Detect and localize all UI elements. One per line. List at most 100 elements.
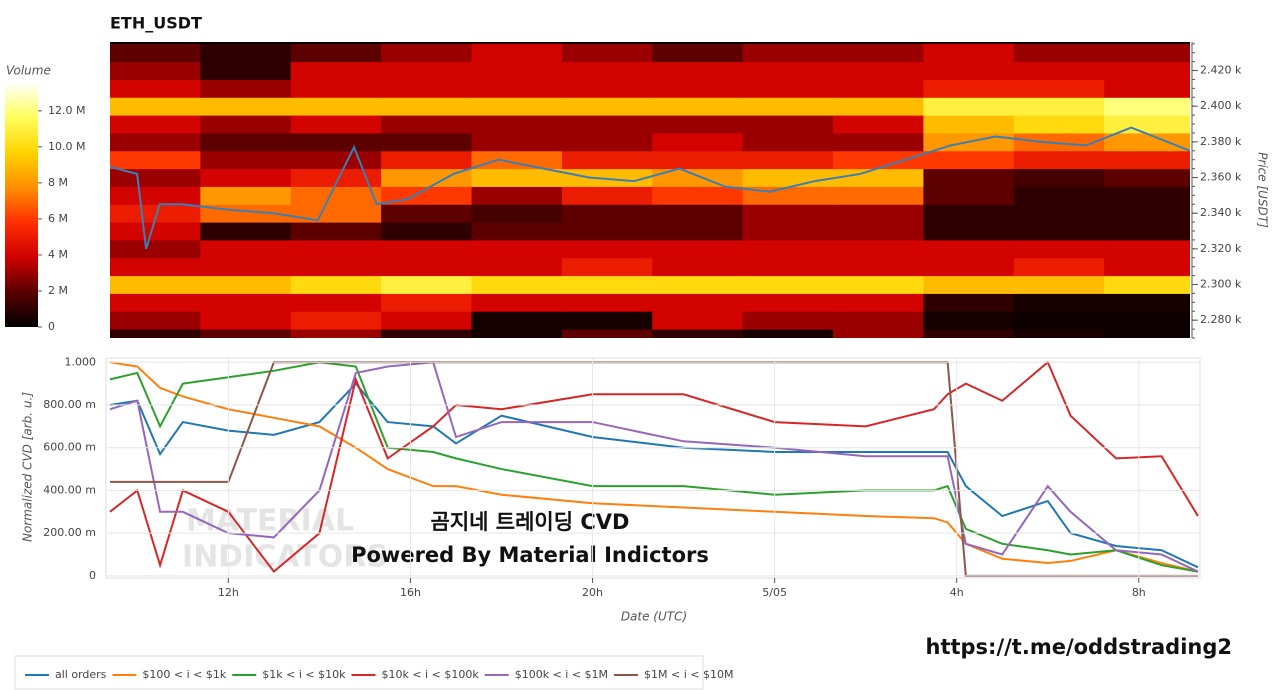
y-tick-label: 2.420 k: [1200, 64, 1242, 77]
y-tick-label: 1.000: [65, 355, 97, 368]
heat-cell: [200, 222, 292, 241]
heat-cell: [110, 150, 201, 170]
heat-cell: [471, 275, 563, 294]
heat-cell: [200, 43, 292, 63]
link-text[interactable]: https://t.me/oddstrading2: [926, 635, 1233, 659]
y-tick-label: 200.00 m: [43, 526, 96, 539]
heat-cell: [742, 115, 834, 134]
heat-cell: [290, 222, 382, 241]
heat-cell: [561, 186, 653, 205]
heat-cell: [742, 43, 834, 63]
colorbar-tick-label: 12.0 M: [48, 104, 85, 117]
heat-cell: [923, 257, 1015, 277]
heat-cell: [381, 204, 473, 223]
heat-cell: [290, 186, 382, 205]
heat-cell: [1013, 115, 1105, 134]
heat-cell: [1104, 79, 1190, 98]
heat-cell: [742, 97, 834, 116]
heat-cell: [742, 329, 834, 338]
heat-cell: [381, 222, 473, 241]
heat-cell: [110, 329, 201, 338]
legend-label: $10k < i < $100k: [381, 668, 479, 681]
heat-cell: [200, 61, 292, 80]
heat-cell: [200, 257, 292, 277]
heat-cell: [923, 204, 1015, 223]
heat-cell: [833, 204, 924, 223]
heat-cell: [561, 293, 653, 312]
heat-cell: [833, 43, 924, 63]
heat-cell: [200, 168, 292, 187]
heat-cell: [833, 257, 924, 277]
y-tick-label: 400.00 m: [43, 483, 96, 496]
heat-cell: [923, 150, 1015, 170]
heat-cell: [561, 61, 653, 80]
heat-cell: [561, 222, 653, 241]
heat-cell: [290, 311, 382, 330]
heat-cell: [652, 61, 744, 80]
heat-cell: [290, 257, 382, 277]
heat-cell: [561, 275, 653, 294]
heat-cell: [561, 168, 653, 187]
heat-cell: [742, 275, 834, 294]
heat-cell: [110, 222, 201, 241]
heat-cell: [471, 311, 563, 330]
heat-cell: [561, 329, 653, 338]
heat-cell: [742, 204, 834, 223]
heat-cell: [110, 275, 201, 294]
y-tick-label: 2.360 k: [1200, 171, 1242, 184]
heat-cell: [561, 79, 653, 98]
heat-cell: [110, 79, 201, 98]
y-axis-label: Price [USDT]: [1256, 152, 1270, 228]
x-tick-label: 8h: [1132, 586, 1146, 599]
heat-cell: [833, 239, 924, 259]
legend-label: $100 < i < $1k: [142, 668, 226, 681]
heat-cell: [1013, 43, 1105, 63]
heat-cell: [833, 293, 924, 312]
colorbar: [5, 82, 38, 327]
heat-cell: [290, 293, 382, 312]
heat-cell: [1013, 239, 1105, 259]
heat-cell: [1104, 204, 1190, 223]
heat-cell: [923, 61, 1015, 80]
heat-cell: [652, 79, 744, 98]
heat-cell: [381, 43, 473, 63]
heat-cell: [471, 150, 563, 170]
heat-cell: [1013, 97, 1105, 116]
heat-cell: [1104, 61, 1190, 80]
heat-cell: [200, 239, 292, 259]
heat-cell: [1013, 186, 1105, 205]
heat-cell: [923, 43, 1015, 63]
heat-cell: [1013, 222, 1105, 241]
heat-cell: [1104, 239, 1190, 259]
heat-cell: [652, 311, 744, 330]
heat-cell: [561, 132, 653, 152]
y-tick-label: 2.280 k: [1200, 313, 1242, 326]
heat-cell: [652, 150, 744, 170]
heat-cell: [742, 222, 834, 241]
heat-cell: [742, 79, 834, 98]
heat-cell: [742, 168, 834, 187]
heat-cell: [381, 61, 473, 80]
heat-cell: [923, 115, 1015, 134]
colorbar-tick-label: 6 M: [48, 212, 68, 225]
heat-cell: [110, 204, 201, 223]
heat-cell: [652, 97, 744, 116]
heat-cell: [742, 311, 834, 330]
heat-cell: [200, 132, 292, 152]
heat-cell: [110, 311, 201, 330]
heat-cell: [561, 311, 653, 330]
annotation: 곰지네 트레이딩 CVD: [431, 510, 630, 534]
heat-cell: [381, 79, 473, 98]
legend-label: all orders: [55, 668, 107, 681]
heat-cell: [923, 97, 1015, 116]
heat-cell: [290, 239, 382, 259]
heat-cell: [833, 275, 924, 294]
heat-cell: [561, 97, 653, 116]
heat-cell: [471, 239, 563, 259]
y-tick-label: 2.300 k: [1200, 278, 1242, 291]
colorbar-title: Volume: [6, 64, 51, 78]
heat-cell: [471, 115, 563, 134]
heat-cell: [742, 61, 834, 80]
y-tick-label: 2.340 k: [1200, 206, 1242, 219]
heat-cell: [561, 239, 653, 259]
